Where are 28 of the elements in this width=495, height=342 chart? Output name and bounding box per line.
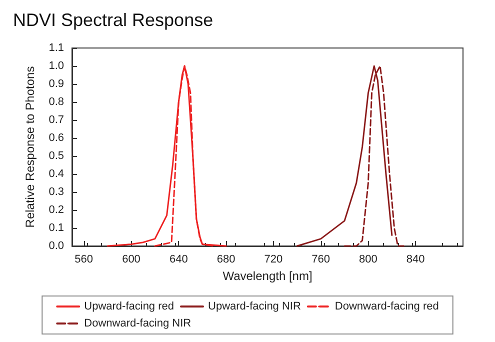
y-tick-label: 0.6: [48, 132, 64, 144]
line-series: [106, 65, 227, 247]
y-tick-label: 0.2: [48, 204, 64, 216]
y-tick-label: 0.0: [48, 240, 64, 252]
y-tick-label: 0.7: [48, 114, 64, 126]
x-tick-label: 600: [122, 254, 140, 266]
y-axis-title: Relative Response to Photons: [23, 66, 37, 228]
legend-label: Downward-facing NIR: [84, 318, 192, 330]
legend-label: Upward-facing NIR: [208, 300, 301, 312]
y-tick-label: 1.1: [48, 42, 64, 54]
x-tick-label: 800: [359, 254, 378, 266]
x-tick-label: 640: [169, 254, 188, 266]
y-tick-label: 0.8: [48, 96, 64, 108]
y-tick-label: 1.0: [48, 60, 64, 72]
y-tick-label: 0.4: [48, 168, 64, 180]
y-tick-label: 0.5: [48, 150, 64, 162]
x-tick-label: 840: [406, 254, 425, 266]
x-tick-label: 720: [264, 254, 283, 266]
legend-label: Upward-facing red: [84, 300, 174, 312]
x-tick-label: 680: [216, 254, 236, 266]
x-tick-label: 560: [74, 254, 94, 266]
x-axis-title: Wavelength [nm]: [222, 268, 312, 283]
chart-title: NDVI Spectral Response: [13, 10, 214, 30]
y-tick-label: 0.3: [48, 186, 64, 198]
legend-label: Downward-facing red: [334, 300, 439, 312]
y-tick-label: 0.1: [48, 222, 64, 234]
x-tick-label: 760: [312, 254, 330, 266]
y-tick-label: 0.9: [48, 78, 64, 90]
